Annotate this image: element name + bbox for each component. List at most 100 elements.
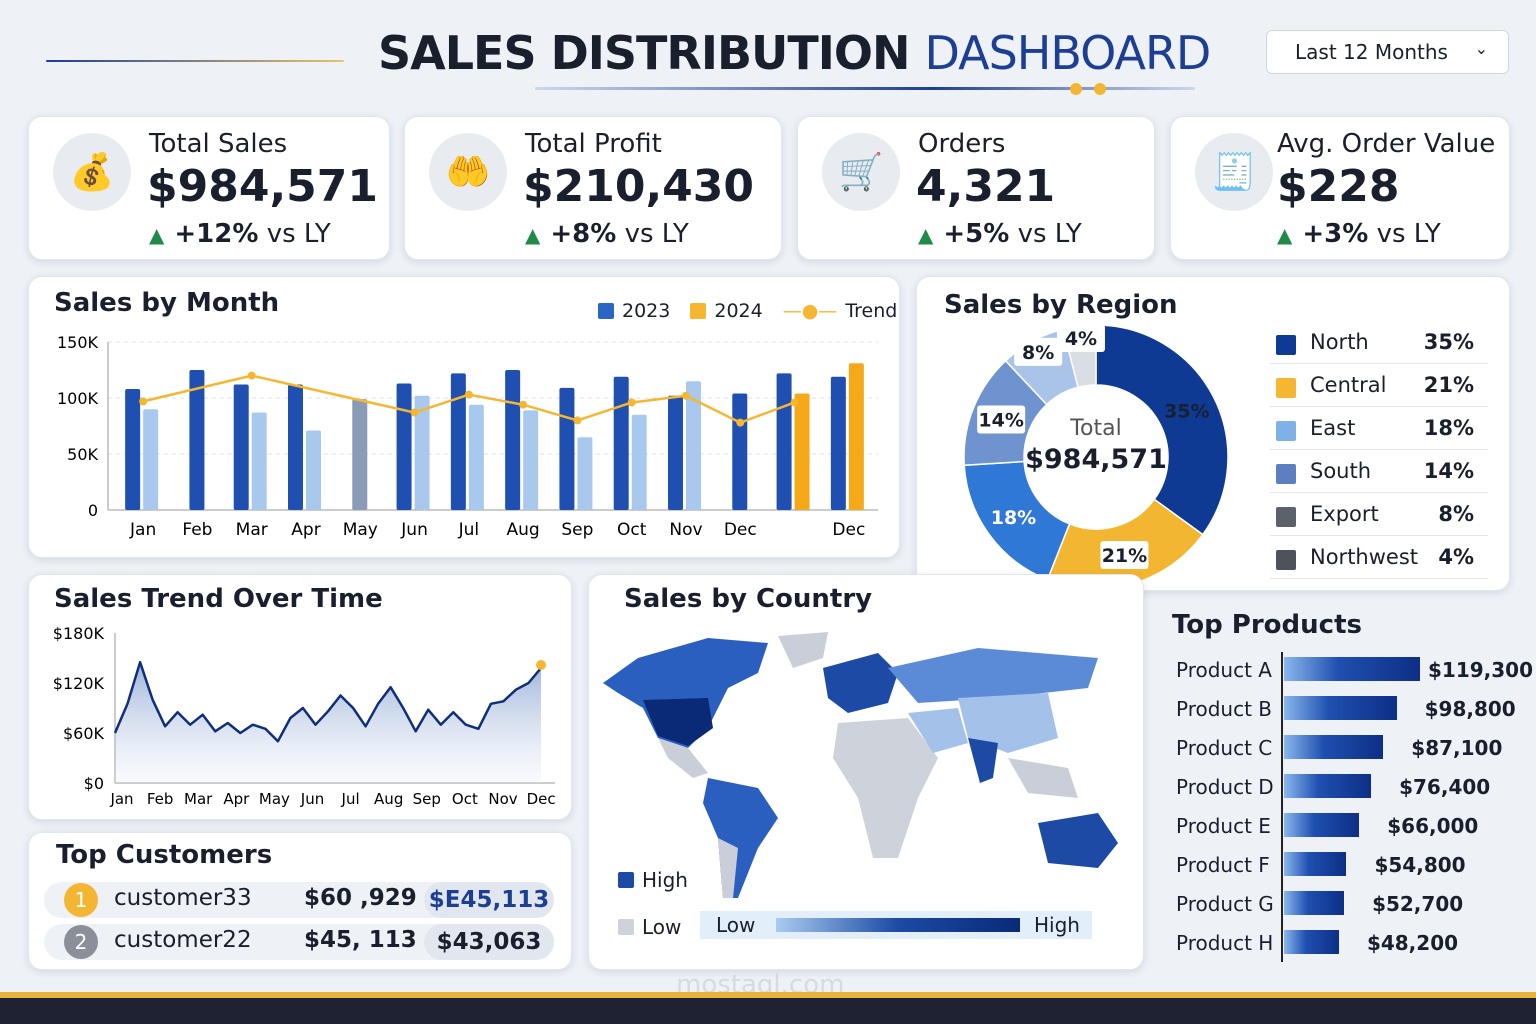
up-arrow-icon: ▲ <box>525 223 541 247</box>
legend-swatch-2023 <box>598 303 614 319</box>
rank-badge: 2 <box>64 925 98 959</box>
dot <box>1094 83 1106 95</box>
donut-slice-north <box>1095 324 1229 536</box>
region-legend-item: Northwest 4% <box>1270 537 1488 579</box>
map-usa <box>643 698 713 746</box>
kpi-avg-order-value: 🧾 Avg. Order Value $228 ▲ +3% vs LY <box>1170 116 1510 260</box>
slice-label: 8% <box>1022 342 1054 364</box>
kpi-label: Avg. Order Value <box>1277 129 1496 159</box>
legend-trend-icon: —●— <box>782 300 838 322</box>
invoice-icon: 🧾 <box>1195 133 1273 211</box>
kpi-value: $228 <box>1277 161 1400 212</box>
kpi-change: ▲ +3% vs LY <box>1277 219 1441 249</box>
region-legend-item: South 14% <box>1270 451 1488 493</box>
donut-center-label: Total <box>1070 416 1122 441</box>
region-legend-item: North 35% <box>1270 322 1488 364</box>
region-legend-item: Central 21% <box>1270 365 1488 407</box>
kpi-value: $984,571 <box>147 161 379 212</box>
region-donut-chart: 35% 21% 18% 14% 8% 4% <box>963 323 1229 590</box>
legend-swatch <box>1276 550 1296 570</box>
map-central-america <box>658 738 708 778</box>
customer-name: customer22 <box>114 927 252 953</box>
map-south-america <box>703 778 778 898</box>
product-bar <box>1284 657 1420 681</box>
region-legend-item: East 18% <box>1270 408 1488 450</box>
kpi-total-sales: 💰 Total Sales $984,571 ▲ +12% vs LY <box>28 116 390 260</box>
map-greenland <box>778 632 828 668</box>
dot <box>1070 83 1082 95</box>
header-underline <box>535 87 1195 90</box>
map-russia <box>888 648 1098 703</box>
money-bag-icon: 💰 <box>53 133 131 211</box>
slice-label-bg <box>977 405 1026 434</box>
kpi-change: ▲ +8% vs LY <box>525 219 689 249</box>
slice-label: 4% <box>1065 328 1097 350</box>
kpi-change: ▲ +12% vs LY <box>149 219 331 249</box>
customer-alt-amount: $43,063 <box>424 924 554 960</box>
customer-amount: $45, 113 <box>304 927 417 953</box>
product-bar <box>1284 774 1372 798</box>
products-axis <box>1281 652 1283 962</box>
cart-icon: 🛒 <box>822 133 900 211</box>
slice-label: 14% <box>978 409 1023 431</box>
customer-amount: $60 ,929 <box>304 885 417 911</box>
kpi-label: Orders <box>918 129 1006 159</box>
map-north-america <box>603 638 768 748</box>
page-title: SALES DISTRIBUTION DASHBOARD <box>378 26 1211 80</box>
month-legend: 2023 2024 —●— Trend <box>598 300 897 322</box>
kpi-value: $210,430 <box>523 161 755 212</box>
customer-alt-amount: $E45,113 <box>424 882 554 918</box>
top-customers-title: Top Customers <box>56 840 273 870</box>
kpi-value: 4,321 <box>916 161 1056 212</box>
map-color-scale: Low High <box>700 911 1092 939</box>
kpi-change: ▲ +5% vs LY <box>918 219 1082 249</box>
map-africa <box>833 718 938 858</box>
legend-swatch <box>1276 464 1296 484</box>
sales-by-region-title: Sales by Region <box>944 290 1178 320</box>
map-china <box>958 693 1058 753</box>
slice-label: 35% <box>1164 401 1209 423</box>
sales-by-country-title: Sales by Country <box>624 584 873 614</box>
legend-swatch <box>1276 335 1296 355</box>
slice-label: 18% <box>991 507 1036 529</box>
up-arrow-icon: ▲ <box>1277 223 1293 247</box>
product-bar <box>1284 696 1397 720</box>
top-products-title: Top Products <box>1172 610 1362 640</box>
rank-badge: 1 <box>64 883 98 917</box>
map-india <box>968 738 998 783</box>
map-southeast-asia <box>1008 758 1078 798</box>
kpi-label: Total Sales <box>149 129 288 159</box>
map-europe <box>823 653 898 713</box>
product-bar <box>1284 735 1384 759</box>
legend-swatch <box>1276 378 1296 398</box>
region-legend-item: Export 8% <box>1270 494 1488 536</box>
slice-label-bg <box>1014 337 1063 366</box>
sales-trend-title: Sales Trend Over Time <box>54 584 383 614</box>
slice-label-bg <box>1056 323 1105 352</box>
up-arrow-icon: ▲ <box>918 223 934 247</box>
slice-label: 21% <box>1102 545 1147 567</box>
hand-coin-icon: 🤲 <box>429 133 507 211</box>
kpi-label: Total Profit <box>525 129 662 159</box>
legend-swatch <box>1276 421 1296 441</box>
map-legend-low: Low <box>618 915 681 939</box>
customer-row[interactable]: 2 customer22 $45, 113 $43,063 <box>44 924 554 960</box>
header-rule-left <box>46 60 344 62</box>
world-map <box>603 632 1118 898</box>
product-bar <box>1284 891 1345 915</box>
customer-name: customer33 <box>114 885 252 911</box>
up-arrow-icon: ▲ <box>149 223 165 247</box>
map-south-america-south <box>718 838 738 898</box>
product-bar <box>1284 852 1347 876</box>
donut-hole <box>1024 385 1168 529</box>
slice-label-bg <box>1100 540 1149 569</box>
sales-by-month-title: Sales by Month <box>54 288 280 318</box>
donut-center-value: $984,571 <box>1025 444 1167 475</box>
customer-row[interactable]: 1 customer33 $60 ,929 $E45,113 <box>44 882 554 918</box>
period-dropdown[interactable]: Last 12 Months ⌄ <box>1266 30 1509 74</box>
footer-bar <box>0 992 1536 1024</box>
map-middle-east <box>908 708 968 753</box>
kpi-total-profit: 🤲 Total Profit $210,430 ▲ +8% vs LY <box>404 116 782 260</box>
legend-swatch-2024 <box>690 303 707 319</box>
legend-swatch <box>1276 507 1296 527</box>
